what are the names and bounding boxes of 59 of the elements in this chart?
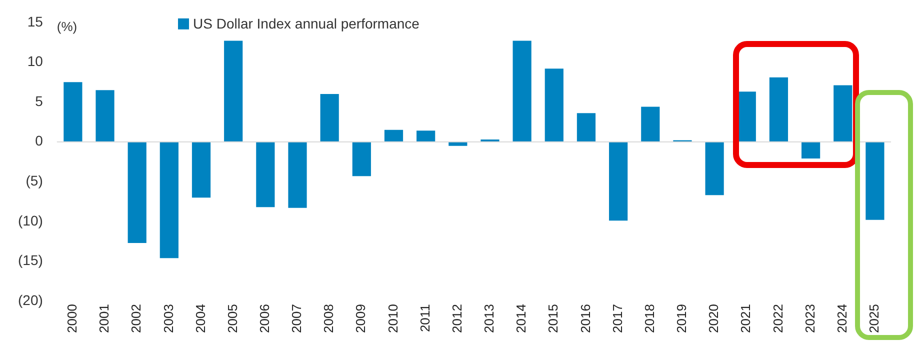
- x-tick-label: 2005: [224, 304, 240, 333]
- bar: [160, 142, 178, 258]
- x-tick-label: 2025: [866, 304, 882, 333]
- bar: [544, 68, 564, 142]
- x-tick-label: 2012: [449, 304, 464, 333]
- legend-label: US Dollar Index annual performance: [193, 15, 420, 32]
- x-tick-label: 2006: [257, 304, 272, 333]
- y-tick-label: 0: [35, 132, 44, 149]
- y-tick-label: (5): [26, 172, 43, 189]
- x-tick-label: 2013: [482, 304, 497, 333]
- bar: [834, 85, 852, 142]
- bar: [576, 113, 596, 142]
- x-tick-label: 2004: [192, 304, 208, 333]
- x-tick-label: 2011: [417, 304, 432, 332]
- x-tick-label: 2023: [802, 304, 818, 333]
- x-tick-label: 2002: [128, 304, 144, 333]
- y-tick-label: 10: [27, 53, 44, 70]
- x-tick-label: 2018: [642, 304, 657, 333]
- x-tick-label: 2008: [321, 304, 336, 333]
- y-axis-title: (%): [56, 18, 78, 34]
- bar: [641, 106, 660, 142]
- x-tick-label: 2001: [96, 304, 112, 333]
- bar: [384, 130, 404, 142]
- x-tick-label: 2024: [834, 304, 850, 333]
- x-tick-label: 2022: [770, 304, 786, 333]
- x-tick-label: 2016: [578, 304, 593, 333]
- y-tick-label: (10): [18, 212, 43, 228]
- bar: [128, 142, 146, 243]
- bar: [64, 82, 82, 142]
- x-tick-label: 2007: [289, 304, 304, 333]
- bar: [737, 92, 756, 142]
- x-tick-label: 2009: [353, 304, 368, 333]
- x-tick-label: 2010: [385, 304, 400, 333]
- bar: [866, 142, 884, 220]
- x-tick-label: 2003: [160, 304, 176, 333]
- x-tick-label: 2017: [610, 304, 625, 333]
- x-tick-label: 2019: [674, 304, 690, 333]
- x-tick-label: 2020: [706, 304, 722, 333]
- bar: [192, 142, 211, 198]
- bar: [352, 142, 371, 176]
- bar: [224, 40, 243, 142]
- y-tick-label: (20): [18, 292, 43, 308]
- bar: [288, 142, 307, 208]
- bar: [705, 142, 724, 196]
- y-tick-label: 5: [35, 92, 44, 109]
- bar: [609, 142, 628, 221]
- x-tick-label: 2014: [514, 304, 529, 333]
- bar: [256, 142, 275, 208]
- bar: [801, 142, 820, 159]
- x-tick-label: 2021: [738, 304, 754, 333]
- y-tick-label: 15: [27, 13, 44, 30]
- bar: [320, 94, 339, 142]
- bar: [96, 90, 114, 142]
- bar: [416, 130, 436, 142]
- bar: [769, 77, 788, 142]
- x-tick-label: 2000: [64, 304, 80, 333]
- y-tick-label: (15): [18, 252, 43, 268]
- bar: [512, 40, 532, 142]
- x-tick-label: 2015: [546, 304, 561, 333]
